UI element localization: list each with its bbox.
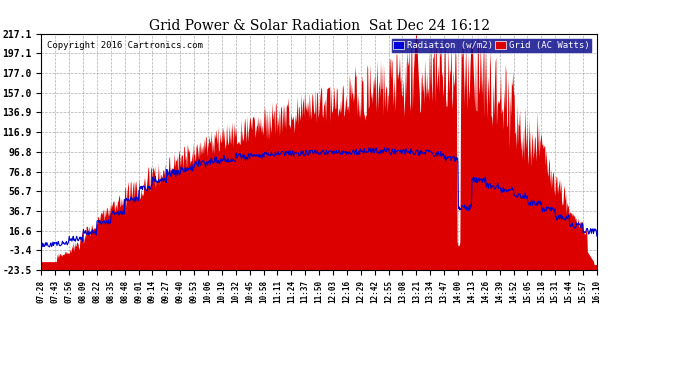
Text: Copyright 2016 Cartronics.com: Copyright 2016 Cartronics.com	[47, 41, 203, 50]
Title: Grid Power & Solar Radiation  Sat Dec 24 16:12: Grid Power & Solar Radiation Sat Dec 24 …	[148, 19, 490, 33]
Legend: Radiation (w/m2), Grid (AC Watts): Radiation (w/m2), Grid (AC Watts)	[391, 38, 592, 53]
